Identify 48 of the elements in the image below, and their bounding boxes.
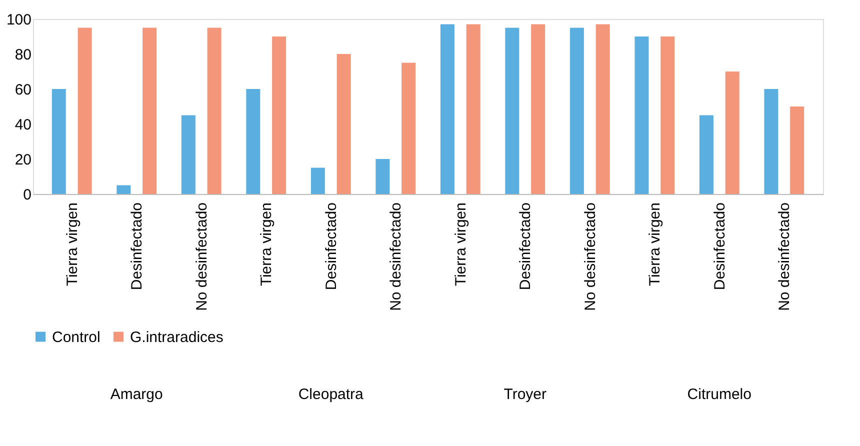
x-tick-label: Tierra virgen [64,202,81,286]
bar [181,115,196,194]
y-tick-label: 100 [6,12,32,28]
x-tick-label: Desinfectado [128,202,146,290]
bar [725,72,740,194]
text: Troyer [504,386,547,403]
x-tick-label: Tierra virgen [258,202,276,286]
x-tick-label: No desinfectado [776,202,794,311]
y-tick-label: 40 [14,116,32,134]
y-tick-label: 60 [14,82,32,98]
bar [116,185,131,194]
x-tick-label: No desinfectado [193,202,210,311]
bar [466,24,480,194]
bar [505,28,520,194]
bar [246,89,260,194]
bar [336,54,351,194]
bar [78,28,92,194]
x-tick-label: Tierra virgen [452,202,470,286]
bar [207,28,222,194]
x-tick-label: No desinfectado [388,202,405,311]
bar [440,24,454,194]
text: Cleopatra [298,386,364,403]
bar [272,36,286,194]
bar [790,106,804,194]
bar [402,62,416,194]
bar [660,36,675,194]
legend-label: Control [52,328,100,346]
y-tick-label: 20 [14,152,32,168]
bar [310,168,325,194]
bar [570,28,584,194]
bar [52,89,66,194]
text: Citrumelo [687,386,752,403]
x-tick-label: Desinfectado [517,202,534,290]
x-tick-label: Desinfectado [322,202,340,290]
y-tick-label: 80 [14,46,32,64]
legend-label: G.intraradices [130,328,224,346]
x-tick-label: Desinfectado [711,202,728,290]
x-tick-label: Tierra virgen [646,202,664,286]
text: Amargo [110,386,163,403]
bar [764,89,778,194]
bar [376,159,390,194]
bar [699,115,714,194]
bar [531,24,546,194]
bar [634,36,649,194]
y-tick-label: 0 [23,186,32,204]
x-tick-label: No desinfectado [582,202,599,311]
bar [142,28,157,194]
bar [596,24,610,194]
